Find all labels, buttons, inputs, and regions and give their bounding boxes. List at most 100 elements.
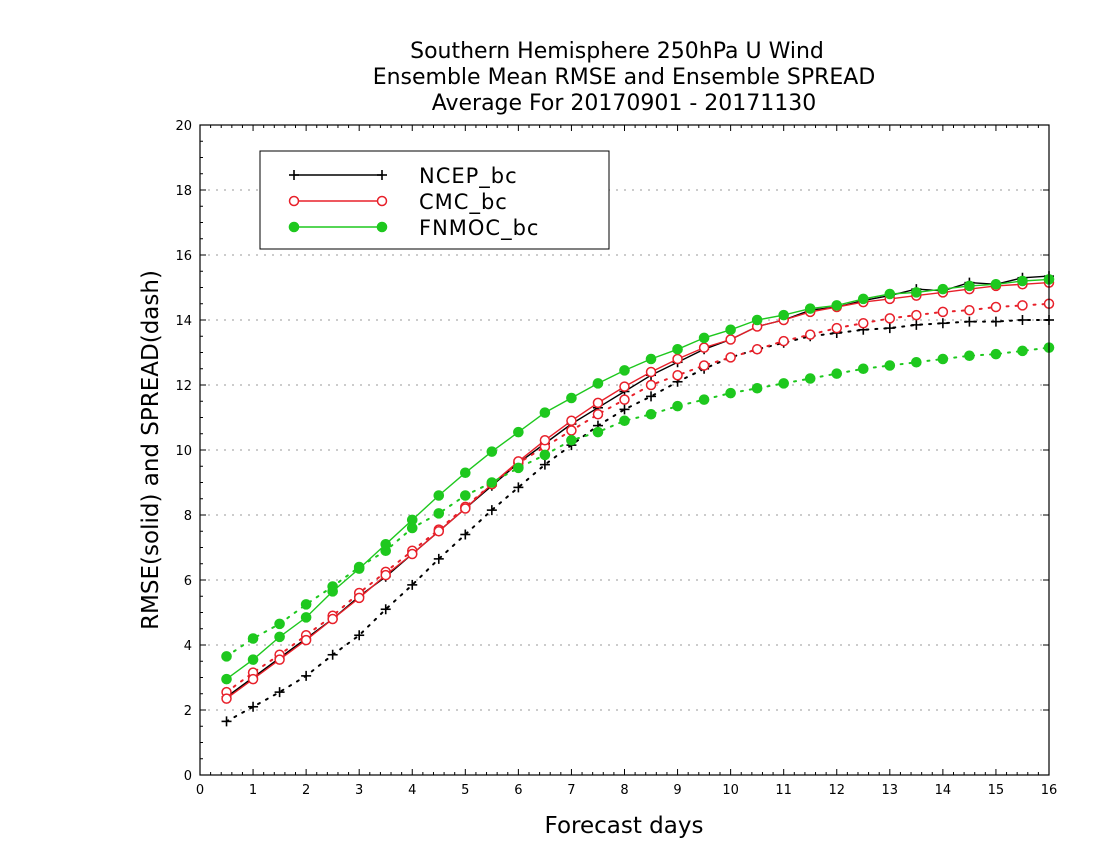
series-fnmoc-bc-spread-point (672, 400, 683, 412)
x-tick-label: 14 (935, 783, 952, 798)
series-fnmoc-bc-rmse-point (831, 300, 843, 311)
series-fnmoc-bc-spread-point (725, 387, 736, 399)
series-fnmoc-bc-spread-point (778, 378, 789, 389)
series-cmc-bc-rmse-point (672, 353, 683, 365)
series-fnmoc-bc-rmse-point (645, 353, 657, 365)
series-fnmoc-bc-rmse-point (380, 538, 392, 550)
series-cmc-bc-rmse-point (592, 397, 604, 409)
series-fnmoc-bc-spread-point (698, 394, 710, 405)
series-fnmoc-bc-rmse-point (539, 407, 551, 418)
y-tick-label: 6 (184, 574, 192, 589)
y-tick-label: 12 (175, 379, 192, 394)
gridlines (200, 189, 1049, 711)
series-fnmoc-bc-spread-point (274, 618, 285, 630)
y-tick-label: 20 (175, 119, 192, 134)
series-fnmoc-bc-spread-point (1017, 345, 1028, 357)
legend-item-cmc-bc: CMC_bc (288, 190, 507, 215)
x-tick-label: 6 (514, 783, 522, 798)
series-ncep-bc-rmse (221, 271, 1054, 702)
series-fnmoc-bc-spread-point (592, 426, 604, 438)
series-fnmoc-bc-rmse-point (566, 392, 577, 404)
series-cmc-bc-spread-point (911, 309, 922, 321)
series-cmc-bc-rmse-line (226, 281, 1050, 700)
legend-label: FNMOC_bc (419, 216, 539, 241)
series-cmc-bc-spread-line (225, 302, 1050, 694)
series-fnmoc-bc-rmse-point (751, 314, 763, 326)
y-tick-label: 18 (175, 184, 192, 199)
y-tick-label: 14 (175, 314, 192, 329)
y-tick-label: 16 (175, 249, 192, 264)
series-fnmoc-bc-spread-point (990, 348, 1002, 360)
series-cmc-bc-spread-point (725, 352, 736, 363)
series-fnmoc-bc-rmse-point (460, 467, 471, 479)
series-cmc-bc-spread-point (990, 301, 1002, 313)
series-cmc-bc-rmse-point (539, 435, 551, 446)
series-fnmoc-bc-spread-point (539, 449, 551, 461)
series-cmc-bc-spread-point (778, 335, 789, 347)
series-fnmoc-bc-rmse-point (937, 283, 949, 295)
y-tick-label: 10 (175, 444, 192, 459)
series-fnmoc-bc-rmse-point (486, 446, 498, 457)
y-tick-label: 2 (184, 704, 192, 719)
series-cmc-bc-rmse-point (460, 503, 471, 514)
series-ncep-bc-rmse-line (226, 275, 1050, 698)
legend-marker-end (376, 195, 388, 207)
series-fnmoc-bc-spread-point (804, 373, 816, 384)
series-fnmoc-bc-spread-point (247, 633, 259, 644)
series-fnmoc-bc-spread (221, 342, 1055, 662)
x-tick-label: 4 (408, 783, 416, 798)
x-tick-label: 11 (775, 783, 792, 798)
x-tick-label: 5 (461, 783, 469, 798)
legend-marker-start (288, 221, 300, 233)
series-fnmoc-bc-rmse-point (725, 324, 736, 336)
series-cmc-bc-spread-point (672, 370, 683, 381)
series-fnmoc-bc-rmse-point (433, 490, 445, 501)
chart-title: Southern Hemisphere 250hPa U Wind Ensemb… (373, 39, 876, 116)
series-cmc-bc-rmse-point (407, 548, 418, 560)
series-fnmoc-bc-rmse-point (353, 563, 365, 574)
series-fnmoc-bc-rmse-point (911, 287, 922, 298)
series-fnmoc-bc-spread-point (751, 382, 763, 394)
legend-marker-start (288, 195, 300, 207)
series-cmc-bc-spread-point (937, 306, 949, 318)
series-fnmoc-bc-rmse-point (327, 586, 338, 597)
series-fnmoc-bc-spread-point (513, 462, 524, 474)
series-fnmoc-bc-spread-point (831, 368, 843, 379)
series-fnmoc-bc-rmse-point (804, 303, 816, 314)
series-fnmoc-bc-spread-point (884, 360, 896, 371)
series-cmc-bc-rmse-point (698, 342, 710, 353)
series-fnmoc-bc-rmse-point (778, 309, 789, 321)
series-cmc-bc-spread-point (858, 318, 869, 329)
x-tick-label: 13 (882, 783, 899, 798)
x-axis-label: Forecast days (545, 813, 704, 839)
series-fnmoc-bc-spread-point (857, 363, 869, 375)
x-tick-label: 15 (988, 783, 1005, 798)
series-fnmoc-bc-rmse-point (513, 426, 524, 438)
legend-item-ncep-bc: NCEP_bc (289, 164, 517, 189)
x-tick-label: 1 (249, 783, 257, 798)
y-tick-label: 8 (184, 509, 192, 524)
series-fnmoc-bc-rmse-point (672, 343, 683, 355)
x-tick-label: 0 (196, 783, 204, 798)
series-cmc-bc-rmse-point (433, 526, 445, 537)
series-cmc-bc-rmse-point (725, 334, 736, 345)
series-fnmoc-bc-rmse-point (247, 654, 259, 665)
y-axis-label: RMSE(solid) and SPREAD(dash) (138, 270, 164, 630)
x-tick-label: 10 (722, 783, 739, 798)
series-cmc-bc-rmse-point (247, 673, 259, 685)
series-cmc-bc-spread-point (884, 313, 896, 324)
series-cmc-bc-rmse (221, 277, 1055, 704)
series-fnmoc-bc-spread-point (619, 415, 630, 427)
series-fnmoc-bc-rmse-point (1017, 275, 1028, 287)
x-tick-label: 9 (673, 783, 681, 798)
x-tick-label: 8 (620, 783, 628, 798)
series-cmc-bc-rmse-point (619, 381, 630, 392)
series-fnmoc-bc-spread-point (937, 353, 949, 365)
series-fnmoc-bc-rmse-point (300, 612, 312, 623)
series-fnmoc-bc-spread-point (221, 651, 232, 662)
y-tick-label: 0 (184, 769, 192, 784)
series-fnmoc-bc-rmse (221, 274, 1055, 685)
series-cmc-bc-rmse-point (566, 415, 577, 426)
